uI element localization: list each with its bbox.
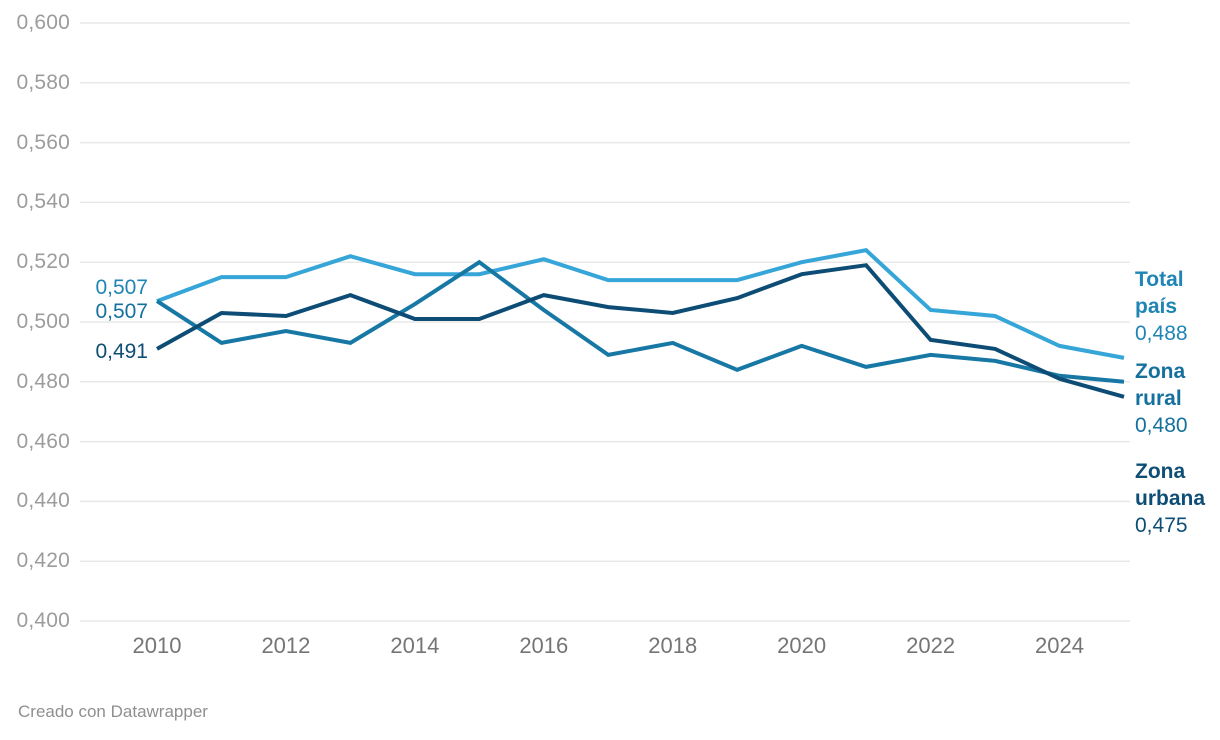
series-line-0 <box>156 248 1125 360</box>
series-line-1 <box>155 259 1125 384</box>
y-tick-label: 0,520 <box>16 250 70 274</box>
x-tick-label: 2018 <box>648 633 698 658</box>
x-tick-label: 2012 <box>261 633 311 658</box>
series-name: Total país <box>1135 268 1184 318</box>
y-tick-label: 0,440 <box>16 489 70 513</box>
y-tick-label: 0,580 <box>16 70 70 94</box>
series-end-value: 0,480 <box>1135 414 1188 437</box>
series-name: Zona rural <box>1135 360 1186 410</box>
x-tick-label: 2014 <box>390 633 440 658</box>
series-start-value-2: 0,491 <box>95 339 148 363</box>
y-tick-label: 0,500 <box>16 310 70 333</box>
x-tick-label: 2016 <box>519 633 569 658</box>
series-name: Zona urbana <box>1135 460 1206 510</box>
legend-block-1: Zona rural 0,480 <box>1135 358 1220 439</box>
x-tick-label: 2022 <box>906 633 956 658</box>
y-tick-label: 0,400 <box>16 609 70 632</box>
y-tick-label: 0,540 <box>16 190 70 214</box>
datawrapper-credit: Creado con Datawrapper <box>18 702 208 721</box>
legend-block-0: Total país 0,488 <box>1135 266 1220 347</box>
y-tick-label: 0,420 <box>16 549 70 573</box>
series-line-2 <box>156 263 1125 399</box>
x-tick-label: 2024 <box>1035 633 1084 658</box>
series-start-value-0: 0,507 <box>95 276 148 300</box>
x-tick-label: 2010 <box>132 633 182 658</box>
y-tick-label: 0,560 <box>16 130 70 154</box>
x-tick-label: 2020 <box>777 633 827 658</box>
legend-block-2: Zona urbana 0,475 <box>1135 458 1220 539</box>
y-tick-label: 0,460 <box>16 429 70 453</box>
y-tick-label: 0,600 <box>16 11 70 34</box>
series-start-value-1: 0,507 <box>95 300 148 324</box>
series-end-value: 0,475 <box>1135 514 1188 537</box>
y-tick-label: 0,480 <box>16 369 70 393</box>
series-end-value: 0,488 <box>1135 322 1188 345</box>
